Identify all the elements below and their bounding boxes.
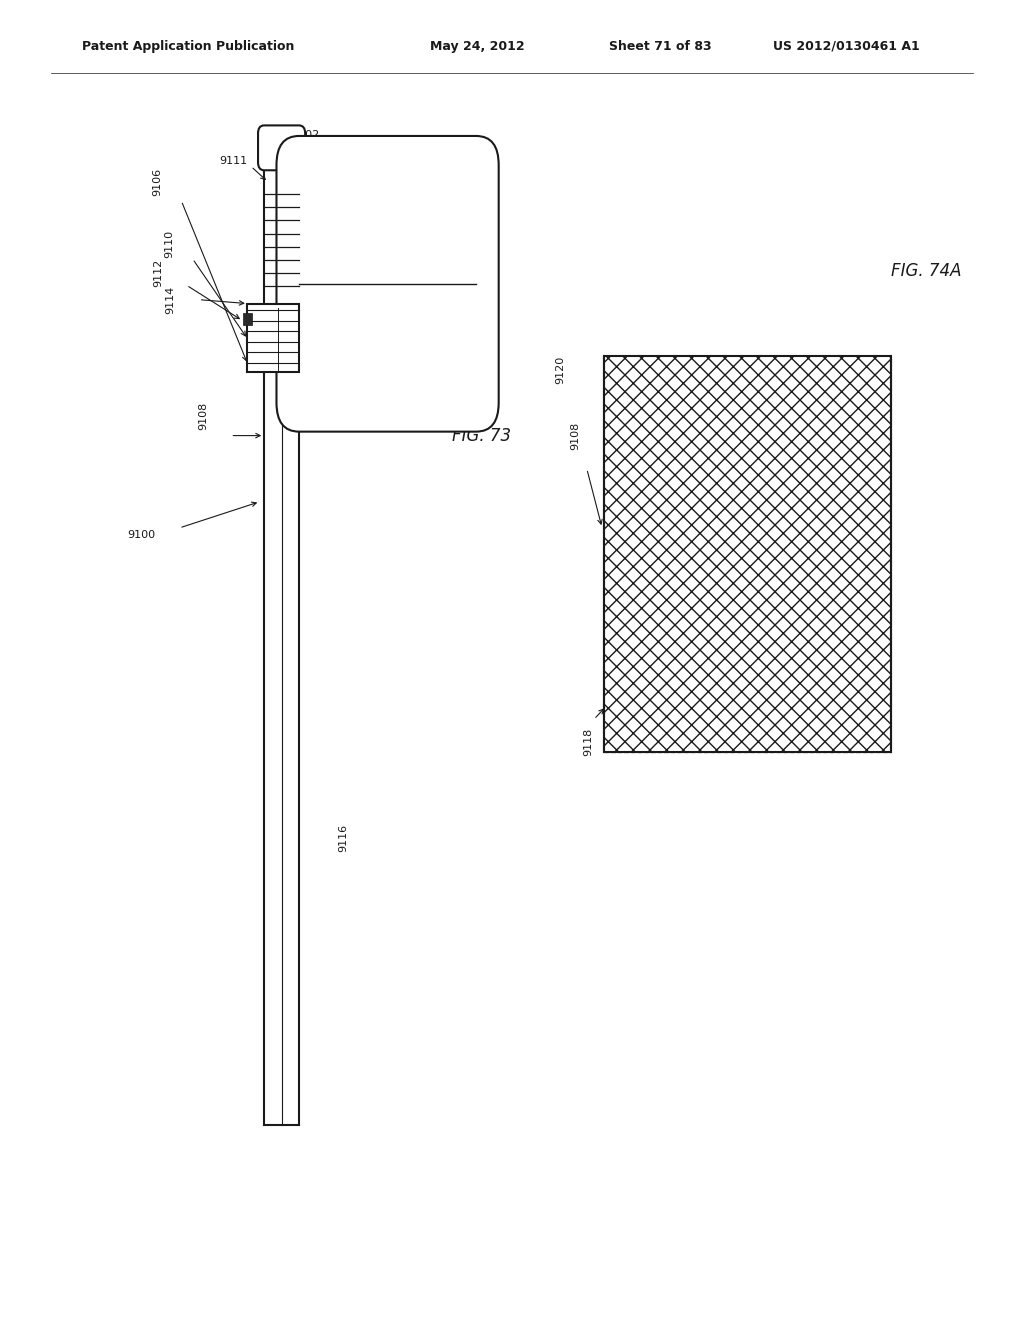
Text: 9118: 9118	[583, 727, 593, 756]
Bar	[604, 356, 891, 752]
Text: US 2012/0130461 A1: US 2012/0130461 A1	[773, 40, 920, 53]
Text: 9104: 9104	[376, 329, 386, 358]
Bar	[247, 304, 299, 372]
FancyBboxPatch shape	[276, 136, 499, 432]
Text: 9120: 9120	[555, 355, 565, 384]
Text: 9110: 9110	[164, 230, 174, 259]
Text: 9100: 9100	[127, 529, 156, 540]
Text: 9114: 9114	[165, 285, 175, 314]
Text: 9102: 9102	[291, 129, 319, 140]
Text: 9112: 9112	[154, 259, 164, 288]
Text: FIG. 73: FIG. 73	[452, 426, 511, 445]
Text: May 24, 2012: May 24, 2012	[430, 40, 524, 53]
Text: 9111: 9111	[219, 156, 248, 166]
Text: 9116: 9116	[338, 824, 348, 853]
Bar	[243, 313, 252, 325]
Text: 9106: 9106	[153, 168, 163, 197]
Text: FIG. 74A: FIG. 74A	[892, 261, 962, 280]
Text: 9108: 9108	[198, 401, 208, 430]
Text: 9108: 9108	[570, 421, 581, 450]
Text: Patent Application Publication: Patent Application Publication	[82, 40, 294, 53]
FancyBboxPatch shape	[258, 125, 305, 170]
Text: Sheet 71 of 83: Sheet 71 of 83	[609, 40, 712, 53]
